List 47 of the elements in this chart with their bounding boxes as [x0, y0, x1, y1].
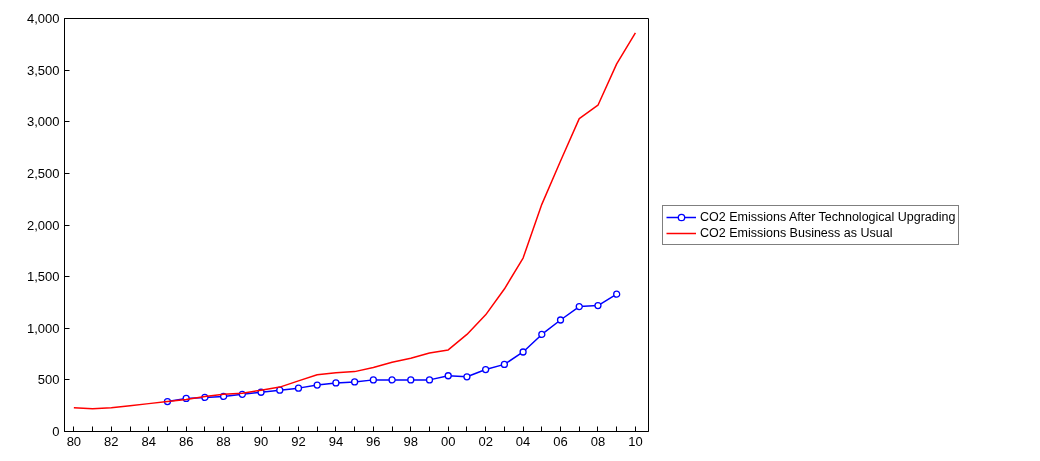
point: [425, 376, 434, 384]
point: [332, 379, 340, 387]
x-tick-label: 06: [553, 433, 568, 449]
y-tick-label: 4,000: [26, 11, 60, 26]
y-tick-label: 1,000: [26, 320, 60, 336]
point: [369, 376, 377, 384]
point: [538, 330, 546, 339]
x-tick-label: 80: [66, 433, 82, 449]
point: [613, 290, 621, 298]
point: [575, 302, 583, 311]
point: [444, 372, 452, 380]
point: [313, 381, 321, 389]
point: [482, 365, 490, 374]
x-tick-label: 08: [590, 433, 606, 449]
y-tick-label: 0: [52, 424, 60, 439]
point: [350, 378, 359, 386]
x-tick-label: 04: [515, 433, 531, 449]
point: [388, 376, 396, 384]
x-tick-label: 96: [366, 433, 381, 449]
x-tick-label: 84: [141, 433, 156, 449]
point: [519, 348, 527, 356]
y-tick-label: 3,500: [26, 62, 60, 78]
point: [594, 301, 602, 310]
legend-label: CO2 Emissions After Technological Upgrading: [700, 208, 956, 225]
y-tick-label: 500: [37, 372, 60, 388]
legend-label: CO2 Emissions Business as Usual: [700, 224, 893, 241]
x-tick-label: 92: [291, 433, 306, 449]
x-tick-label: 98: [403, 433, 419, 449]
line-series: [73, 32, 637, 410]
point: [294, 384, 303, 392]
x-tick-label: 88: [216, 433, 231, 449]
x-tick-label: 00: [440, 433, 456, 449]
point: [463, 373, 471, 381]
x-tick-label: 02: [478, 433, 493, 449]
x-tick-label: 86: [178, 433, 194, 449]
point: [500, 360, 509, 369]
x-tick-label: 94: [328, 433, 344, 449]
point: [556, 316, 565, 324]
y-tick-label: 2,000: [26, 217, 60, 233]
point: [407, 376, 415, 384]
x-tick-label: 10: [628, 433, 643, 449]
point: [276, 386, 284, 394]
y-tick-label: 1,500: [26, 269, 60, 285]
y-tick-label: 2,500: [26, 165, 60, 181]
x-tick-label: 90: [253, 433, 269, 449]
x-tick-label: 82: [104, 433, 119, 449]
y-tick-label: 3,000: [26, 114, 60, 130]
